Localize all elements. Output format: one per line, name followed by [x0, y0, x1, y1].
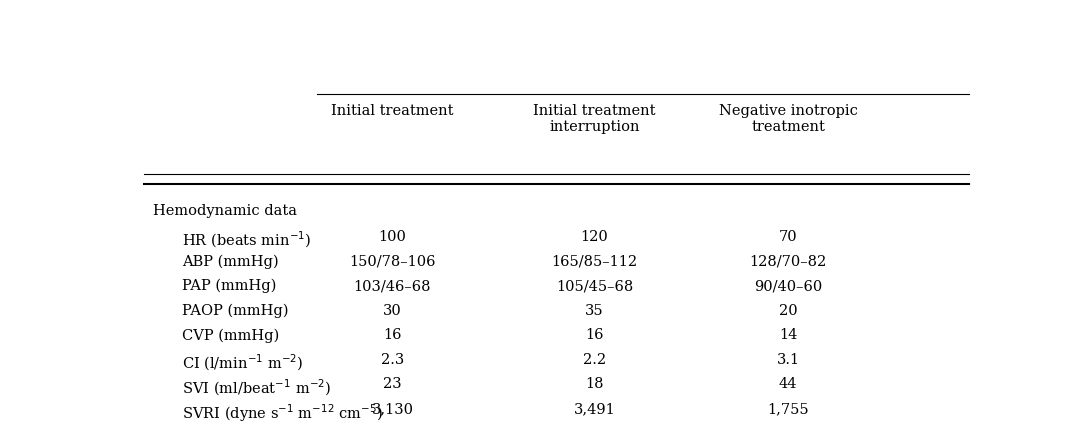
Text: 2.3: 2.3 — [381, 353, 404, 367]
Text: Initial treatment
interruption: Initial treatment interruption — [533, 104, 656, 134]
Text: 120: 120 — [581, 230, 608, 244]
Text: HR (beats min$^{-1}$): HR (beats min$^{-1}$) — [182, 230, 312, 250]
Text: Negative inotropic
treatment: Negative inotropic treatment — [719, 104, 858, 134]
Text: 30: 30 — [383, 304, 402, 318]
Text: 105/45–68: 105/45–68 — [556, 279, 633, 293]
Text: 128/70–82: 128/70–82 — [749, 254, 826, 268]
Text: 150/78–106: 150/78–106 — [350, 254, 435, 268]
Text: 3.1: 3.1 — [776, 353, 799, 367]
Text: 44: 44 — [779, 377, 797, 391]
Text: PAP (mmHg): PAP (mmHg) — [182, 279, 277, 294]
Text: 90/40–60: 90/40–60 — [754, 279, 822, 293]
Text: 14: 14 — [779, 328, 797, 343]
Text: 2.2: 2.2 — [583, 353, 606, 367]
Text: CVP (mmHg): CVP (mmHg) — [182, 328, 279, 343]
Text: 70: 70 — [779, 230, 797, 244]
Text: SVRI (dyne s$^{-1}$ m$^{-12}$ cm$^{-5}$): SVRI (dyne s$^{-1}$ m$^{-12}$ cm$^{-5}$) — [182, 402, 383, 424]
Text: 103/46–68: 103/46–68 — [354, 279, 431, 293]
Text: Hemodynamic data: Hemodynamic data — [152, 204, 296, 218]
Text: SVI (ml/beat$^{-1}$ m$^{-2}$): SVI (ml/beat$^{-1}$ m$^{-2}$) — [182, 377, 331, 398]
Text: Initial treatment: Initial treatment — [331, 104, 454, 118]
Text: 18: 18 — [585, 377, 604, 391]
Text: 23: 23 — [383, 377, 402, 391]
Text: 165/85–112: 165/85–112 — [552, 254, 637, 268]
Text: 100: 100 — [379, 230, 406, 244]
Text: CI (l/min$^{-1}$ m$^{-2}$): CI (l/min$^{-1}$ m$^{-2}$) — [182, 353, 303, 373]
Text: 16: 16 — [585, 328, 604, 343]
Text: 1,755: 1,755 — [767, 402, 809, 416]
Text: PAOP (mmHg): PAOP (mmHg) — [182, 304, 289, 318]
Text: 3,130: 3,130 — [371, 402, 414, 416]
Text: 20: 20 — [779, 304, 797, 318]
Text: 3,491: 3,491 — [573, 402, 616, 416]
Text: ABP (mmHg): ABP (mmHg) — [182, 254, 279, 269]
Text: 35: 35 — [585, 304, 604, 318]
Text: 16: 16 — [383, 328, 402, 343]
